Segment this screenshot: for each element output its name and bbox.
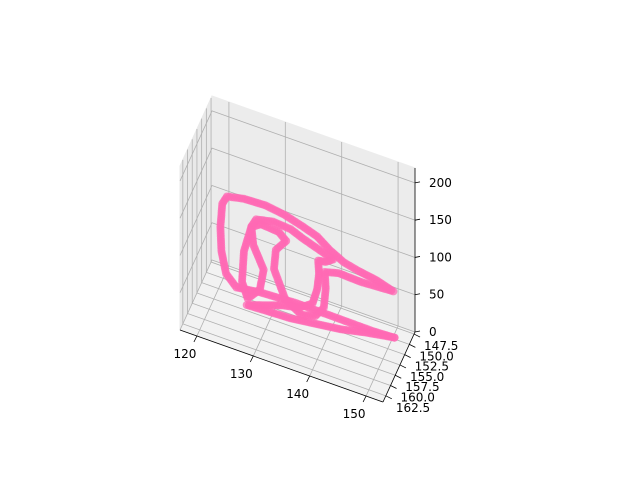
y-tick-mark — [385, 395, 393, 400]
y-tick-label: 152.5 — [415, 360, 449, 374]
z-tick-mark — [414, 181, 421, 184]
z-tick-label: 200 — [429, 176, 452, 190]
y-tick-label: 160.0 — [401, 391, 435, 405]
y-tick-label: 155.0 — [410, 370, 444, 384]
tick-labels: 120 130 140 150 147.5150.0152.5155.0157.5160… — [173, 176, 458, 421]
y-tick-mark — [409, 343, 416, 348]
x-tick-label: 130 — [230, 367, 253, 381]
y-axis-line — [382, 331, 416, 403]
y-tick-mark — [404, 354, 411, 359]
z-tick-label: 0 — [429, 325, 437, 339]
z-grid-line — [179, 259, 416, 333]
y-tick-label: 157.5 — [405, 380, 439, 394]
x-tick-mark — [362, 395, 367, 403]
y-tick-label: 150.0 — [419, 349, 453, 363]
axis-lines — [179, 168, 416, 403]
data-point — [390, 333, 399, 342]
z-grid-line — [179, 184, 416, 258]
x-tick-mark — [306, 375, 311, 383]
z-tick-label: 150 — [429, 213, 452, 227]
y-tick-mark — [395, 374, 402, 379]
z-tick-mark — [414, 293, 421, 296]
x-tick-label: 120 — [173, 347, 196, 361]
x-tick-mark — [249, 355, 254, 363]
z-tick-label: 50 — [429, 288, 444, 302]
z-tick-mark — [414, 218, 421, 221]
x-tick-label: 140 — [286, 387, 309, 401]
z-grid-line — [179, 222, 416, 296]
x-axis-line — [179, 329, 384, 403]
y-tick-label: 147.5 — [424, 339, 458, 353]
z-grid-line — [179, 147, 416, 221]
x-tick-label: 150 — [343, 407, 366, 421]
y-tick-mark — [390, 385, 397, 389]
z-tick-mark — [414, 256, 421, 258]
z-tick-mark — [414, 330, 421, 333]
axes-panes — [179, 95, 416, 403]
y-tick-mark — [413, 333, 421, 338]
x-tick-mark — [193, 335, 198, 343]
data-points — [216, 192, 399, 342]
z-grid-line — [179, 110, 416, 184]
y-tick-label: 162.5 — [396, 401, 430, 415]
z-tick-label: 100 — [429, 250, 452, 264]
y-tick-mark — [399, 364, 407, 369]
